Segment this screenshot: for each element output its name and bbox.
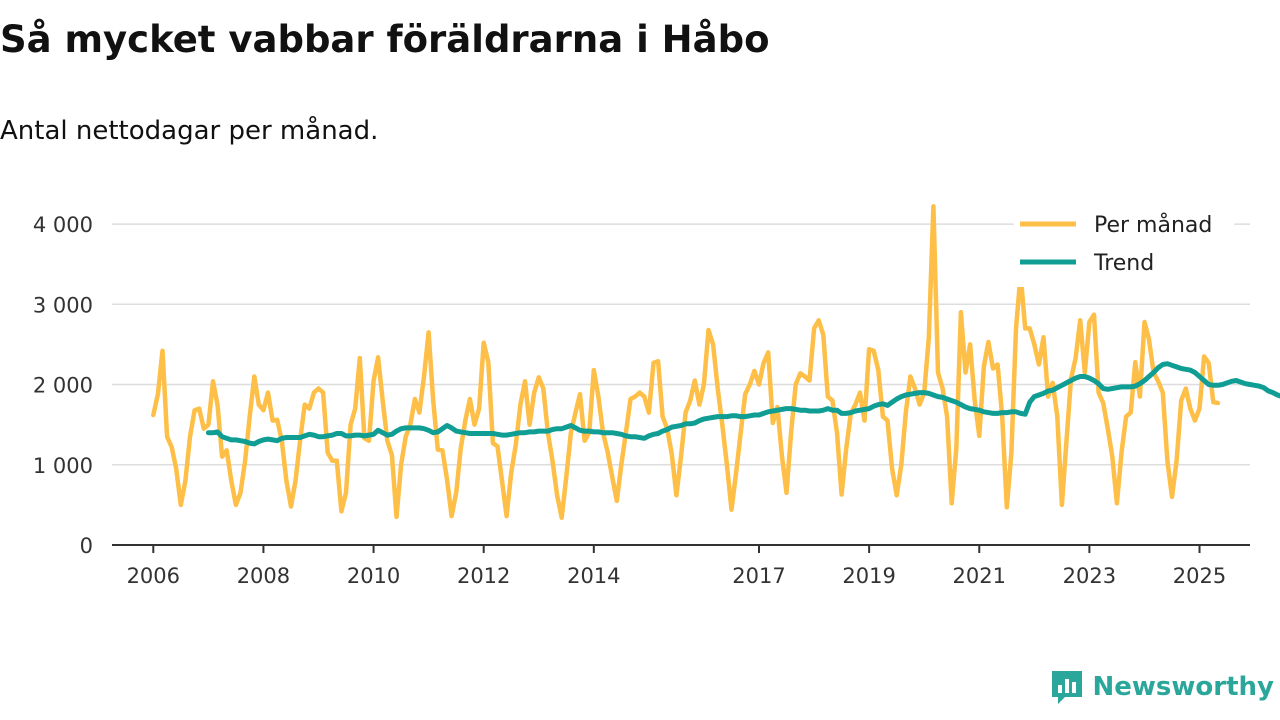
x-tick-label: 2012 xyxy=(457,564,510,588)
x-tick-label: 2006 xyxy=(127,564,180,588)
series-per-month-line[interactable] xyxy=(151,204,1221,520)
bar-chart-logo-icon xyxy=(1051,671,1082,704)
brand-name: Newsworthy xyxy=(1092,672,1274,702)
y-tick-label: 1 000 xyxy=(33,454,93,478)
legend: Per månad Trend xyxy=(1014,205,1234,287)
chart-subtitle: Antal nettodagar per månad. xyxy=(0,116,379,146)
legend-label-trend: Trend xyxy=(1093,251,1154,276)
x-tick-label: 2025 xyxy=(1173,564,1226,588)
x-tick-label: 2014 xyxy=(567,564,620,588)
legend-background xyxy=(1014,205,1234,287)
x-tick-label: 2008 xyxy=(237,564,290,588)
x-axis-ticks: 2006 2008 2010 2012 2014 2017 2019 2021 2023 2025 xyxy=(127,545,1226,588)
y-tick-label: 4 000 xyxy=(33,213,93,237)
y-tick-label: 3 000 xyxy=(33,293,93,317)
y-tick-label: 2 000 xyxy=(33,374,93,398)
x-tick-label: 2017 xyxy=(732,564,785,588)
x-tick-label: 2010 xyxy=(347,564,400,588)
brand-logo: Newsworthy xyxy=(1049,668,1274,706)
y-axis-ticks: 0 1 000 2 000 3 000 4 000 xyxy=(33,213,93,558)
y-tick-label: 0 xyxy=(80,534,93,558)
legend-label-per-month: Per månad xyxy=(1094,212,1212,238)
x-tick-label: 2023 xyxy=(1063,564,1116,588)
x-tick-label: 2021 xyxy=(953,564,1006,588)
x-tick-label: 2019 xyxy=(842,564,895,588)
series-trend-line[interactable] xyxy=(205,361,1280,447)
chart-title: Så mycket vabbar föräldrarna i Håbo xyxy=(0,18,770,61)
